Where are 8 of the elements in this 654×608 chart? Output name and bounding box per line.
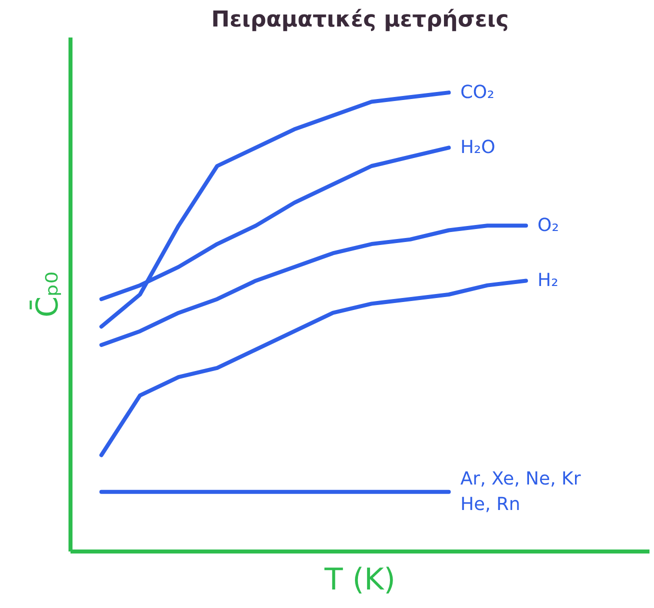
chart-title: Πειραματικές μετρήσεις xyxy=(211,8,509,32)
series-label: H₂O xyxy=(460,137,496,158)
series-label: CO₂ xyxy=(460,82,494,104)
series-label: H₂ xyxy=(538,270,558,292)
series-label: Ar, Xe, Ne, Kr He, Rn xyxy=(460,468,582,515)
y-axis-title: C̄ₚ₀ xyxy=(29,272,66,318)
x-axis-title: T (K) xyxy=(324,562,396,598)
series-label: O₂ xyxy=(538,215,559,236)
